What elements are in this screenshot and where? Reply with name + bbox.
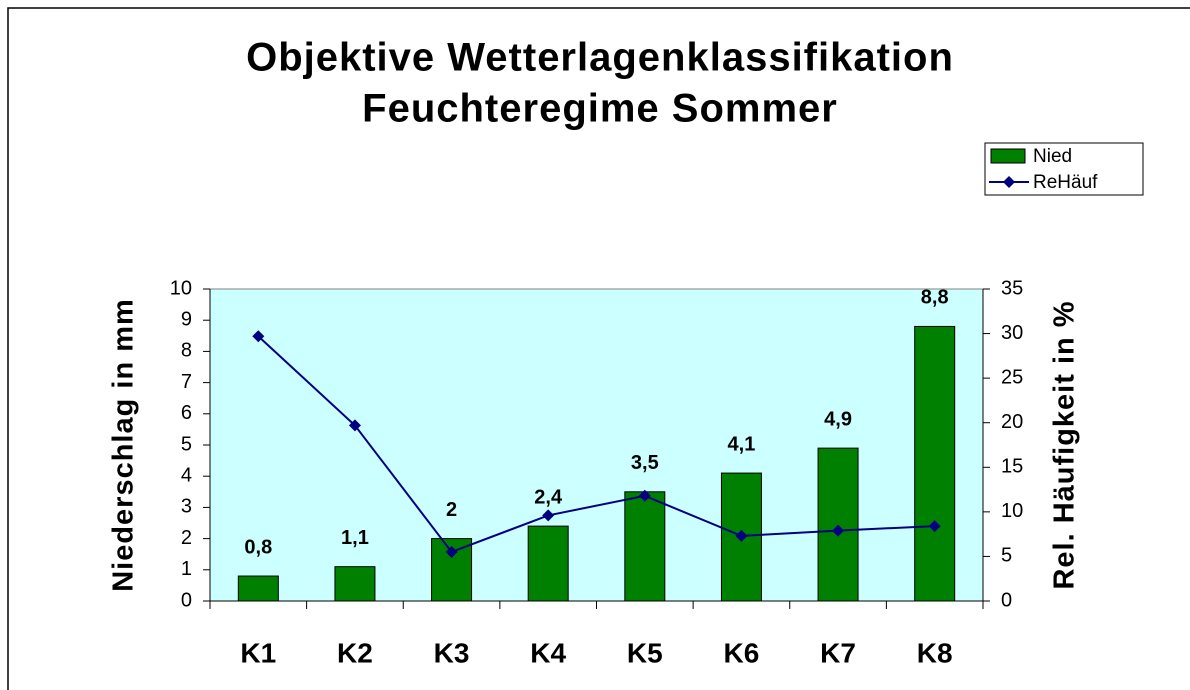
legend-label: Nied [1033,146,1072,167]
x-tick-label: K5 [627,637,663,668]
data-label: 8,8 [921,287,949,309]
data-label: 1,1 [341,527,369,549]
y-tick-label: 5 [181,433,192,455]
y2-tick-label: 35 [1001,277,1023,299]
y-tick-label: 9 [181,308,192,330]
line [257,335,935,554]
frame [7,7,1190,690]
y2-tick-label: 30 [1001,322,1023,344]
y-tick-label: 10 [170,277,192,299]
marker [735,529,748,542]
marker [542,509,555,522]
y-tick-label: 2 [181,527,192,549]
marker [252,330,265,343]
y2-tick-label: 0 [1001,589,1012,611]
plot-area [209,288,984,602]
y-tick-label: 7 [181,371,192,393]
x-tick-label: K4 [530,637,566,668]
marker [348,419,361,432]
data-label: 2,4 [534,486,563,508]
data-label: 4,1 [728,433,756,455]
bar [817,447,859,602]
y-tick-label: 0 [181,589,192,611]
x-tick-label: K7 [820,637,856,668]
x-tick-label: K6 [724,637,760,668]
y2-tick-label: 15 [1001,456,1023,478]
chart-subtitle: Feuchteregime Sommer [362,87,838,131]
x-tick-label: K3 [434,637,470,668]
legend-swatch [990,148,1026,164]
marker [445,545,458,558]
y2-tick-label: 10 [1001,500,1023,522]
data-label: 3,5 [631,452,659,474]
marker [832,524,845,537]
x-tick-label: K1 [240,637,276,668]
data-label: 4,9 [824,408,852,430]
x-tick-label: K8 [917,637,953,668]
bar [237,575,279,602]
y-tick-label: 1 [181,558,192,580]
y2-axis-title: Rel. Häufigkeit in % [1049,300,1081,589]
y2-tick-label: 20 [1001,411,1023,433]
marker [638,489,651,502]
y2-tick-label: 25 [1001,366,1023,388]
data-label: 0,8 [244,536,272,558]
marker [928,520,941,533]
y-axis-title: Niederschlag in mm [108,298,140,592]
legend-label: ReHäuf [1033,172,1098,193]
data-label: 2 [446,499,457,521]
chart-title: Objektive Wetterlagenklassifikation [246,36,954,80]
y-tick-label: 4 [181,464,192,486]
bar [914,325,956,602]
bar [334,566,376,602]
y-tick-label: 8 [181,340,192,362]
bar [624,491,666,602]
legend-marker [1003,176,1015,188]
y-tick-label: 3 [181,496,192,518]
bar [527,525,569,602]
x-tick-label: K2 [337,637,373,668]
y-tick-label: 6 [181,402,192,424]
y2-tick-label: 5 [1001,545,1012,567]
